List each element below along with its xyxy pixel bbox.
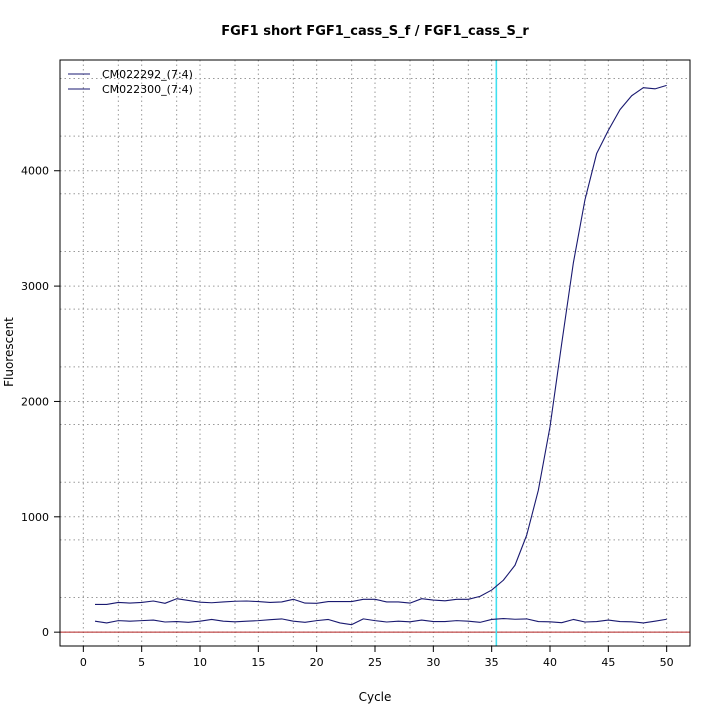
- y-axis: 0 1000 2000 3000 4000: [21, 165, 60, 639]
- y-tick-label: 1000: [21, 511, 49, 524]
- x-tick-label: 40: [543, 656, 557, 669]
- grid: [60, 60, 690, 646]
- y-tick-label: 4000: [21, 165, 49, 178]
- y-tick-label: 3000: [21, 280, 49, 293]
- x-tick-label: 5: [138, 656, 145, 669]
- y-tick-label: 2000: [21, 395, 49, 408]
- series-line-1: [95, 84, 667, 606]
- legend-label: CM022292_(7:4): [102, 68, 193, 81]
- x-tick-label: 15: [251, 656, 265, 669]
- legend-label: CM022300_(7:4): [102, 83, 193, 96]
- x-tick-label: 20: [310, 656, 324, 669]
- x-tick-label: 50: [660, 656, 674, 669]
- legend: CM022292_(7:4) CM022300_(7:4): [68, 68, 193, 96]
- y-tick-label: 0: [42, 626, 49, 639]
- x-axis: 0 5 10 15 20 25 30 35 40 45 50: [80, 646, 674, 669]
- chart-title: FGF1 short FGF1_cass_S_f / FGF1_cass_S_r: [221, 24, 529, 39]
- series-layer: [94, 84, 667, 626]
- x-tick-label: 30: [426, 656, 440, 669]
- x-tick-label: 0: [80, 656, 87, 669]
- x-tick-label: 25: [368, 656, 382, 669]
- x-axis-label: Cycle: [359, 690, 392, 704]
- x-tick-label: 45: [601, 656, 615, 669]
- x-tick-label: 10: [193, 656, 207, 669]
- x-tick-label: 35: [485, 656, 499, 669]
- series-line-2: [94, 617, 667, 626]
- y-axis-label: Fluorescent: [2, 317, 16, 387]
